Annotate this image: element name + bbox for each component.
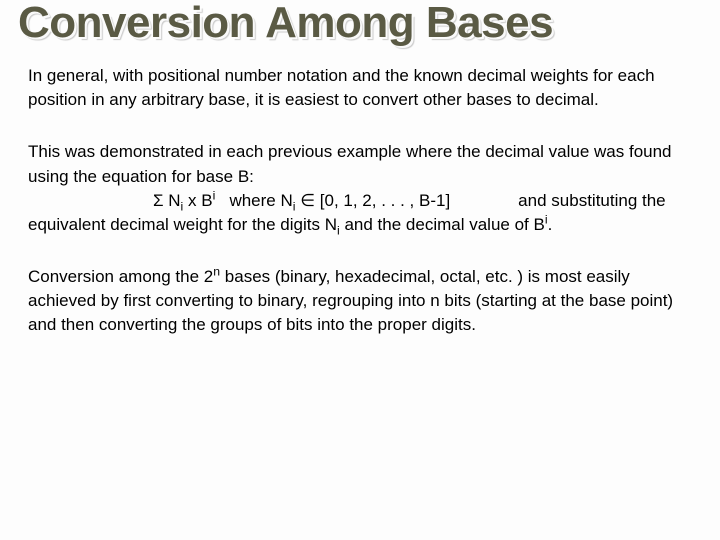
para2-and: and	[518, 191, 546, 210]
paragraph-1: In general, with positional number notat…	[28, 64, 692, 112]
paragraph-3: Conversion among the 2n bases (binary, h…	[28, 265, 692, 337]
equation-sigma: Σ Ni x Bi where Ni ∈ [0, 1, 2, . . . , B…	[153, 191, 450, 210]
paragraph-2: This was demonstrated in each previous e…	[28, 140, 692, 237]
slide: Conversion Among Bases In general, with …	[0, 0, 720, 540]
para2-line1: This was demonstrated in each previous e…	[28, 142, 672, 185]
slide-title: Conversion Among Bases	[18, 0, 692, 46]
